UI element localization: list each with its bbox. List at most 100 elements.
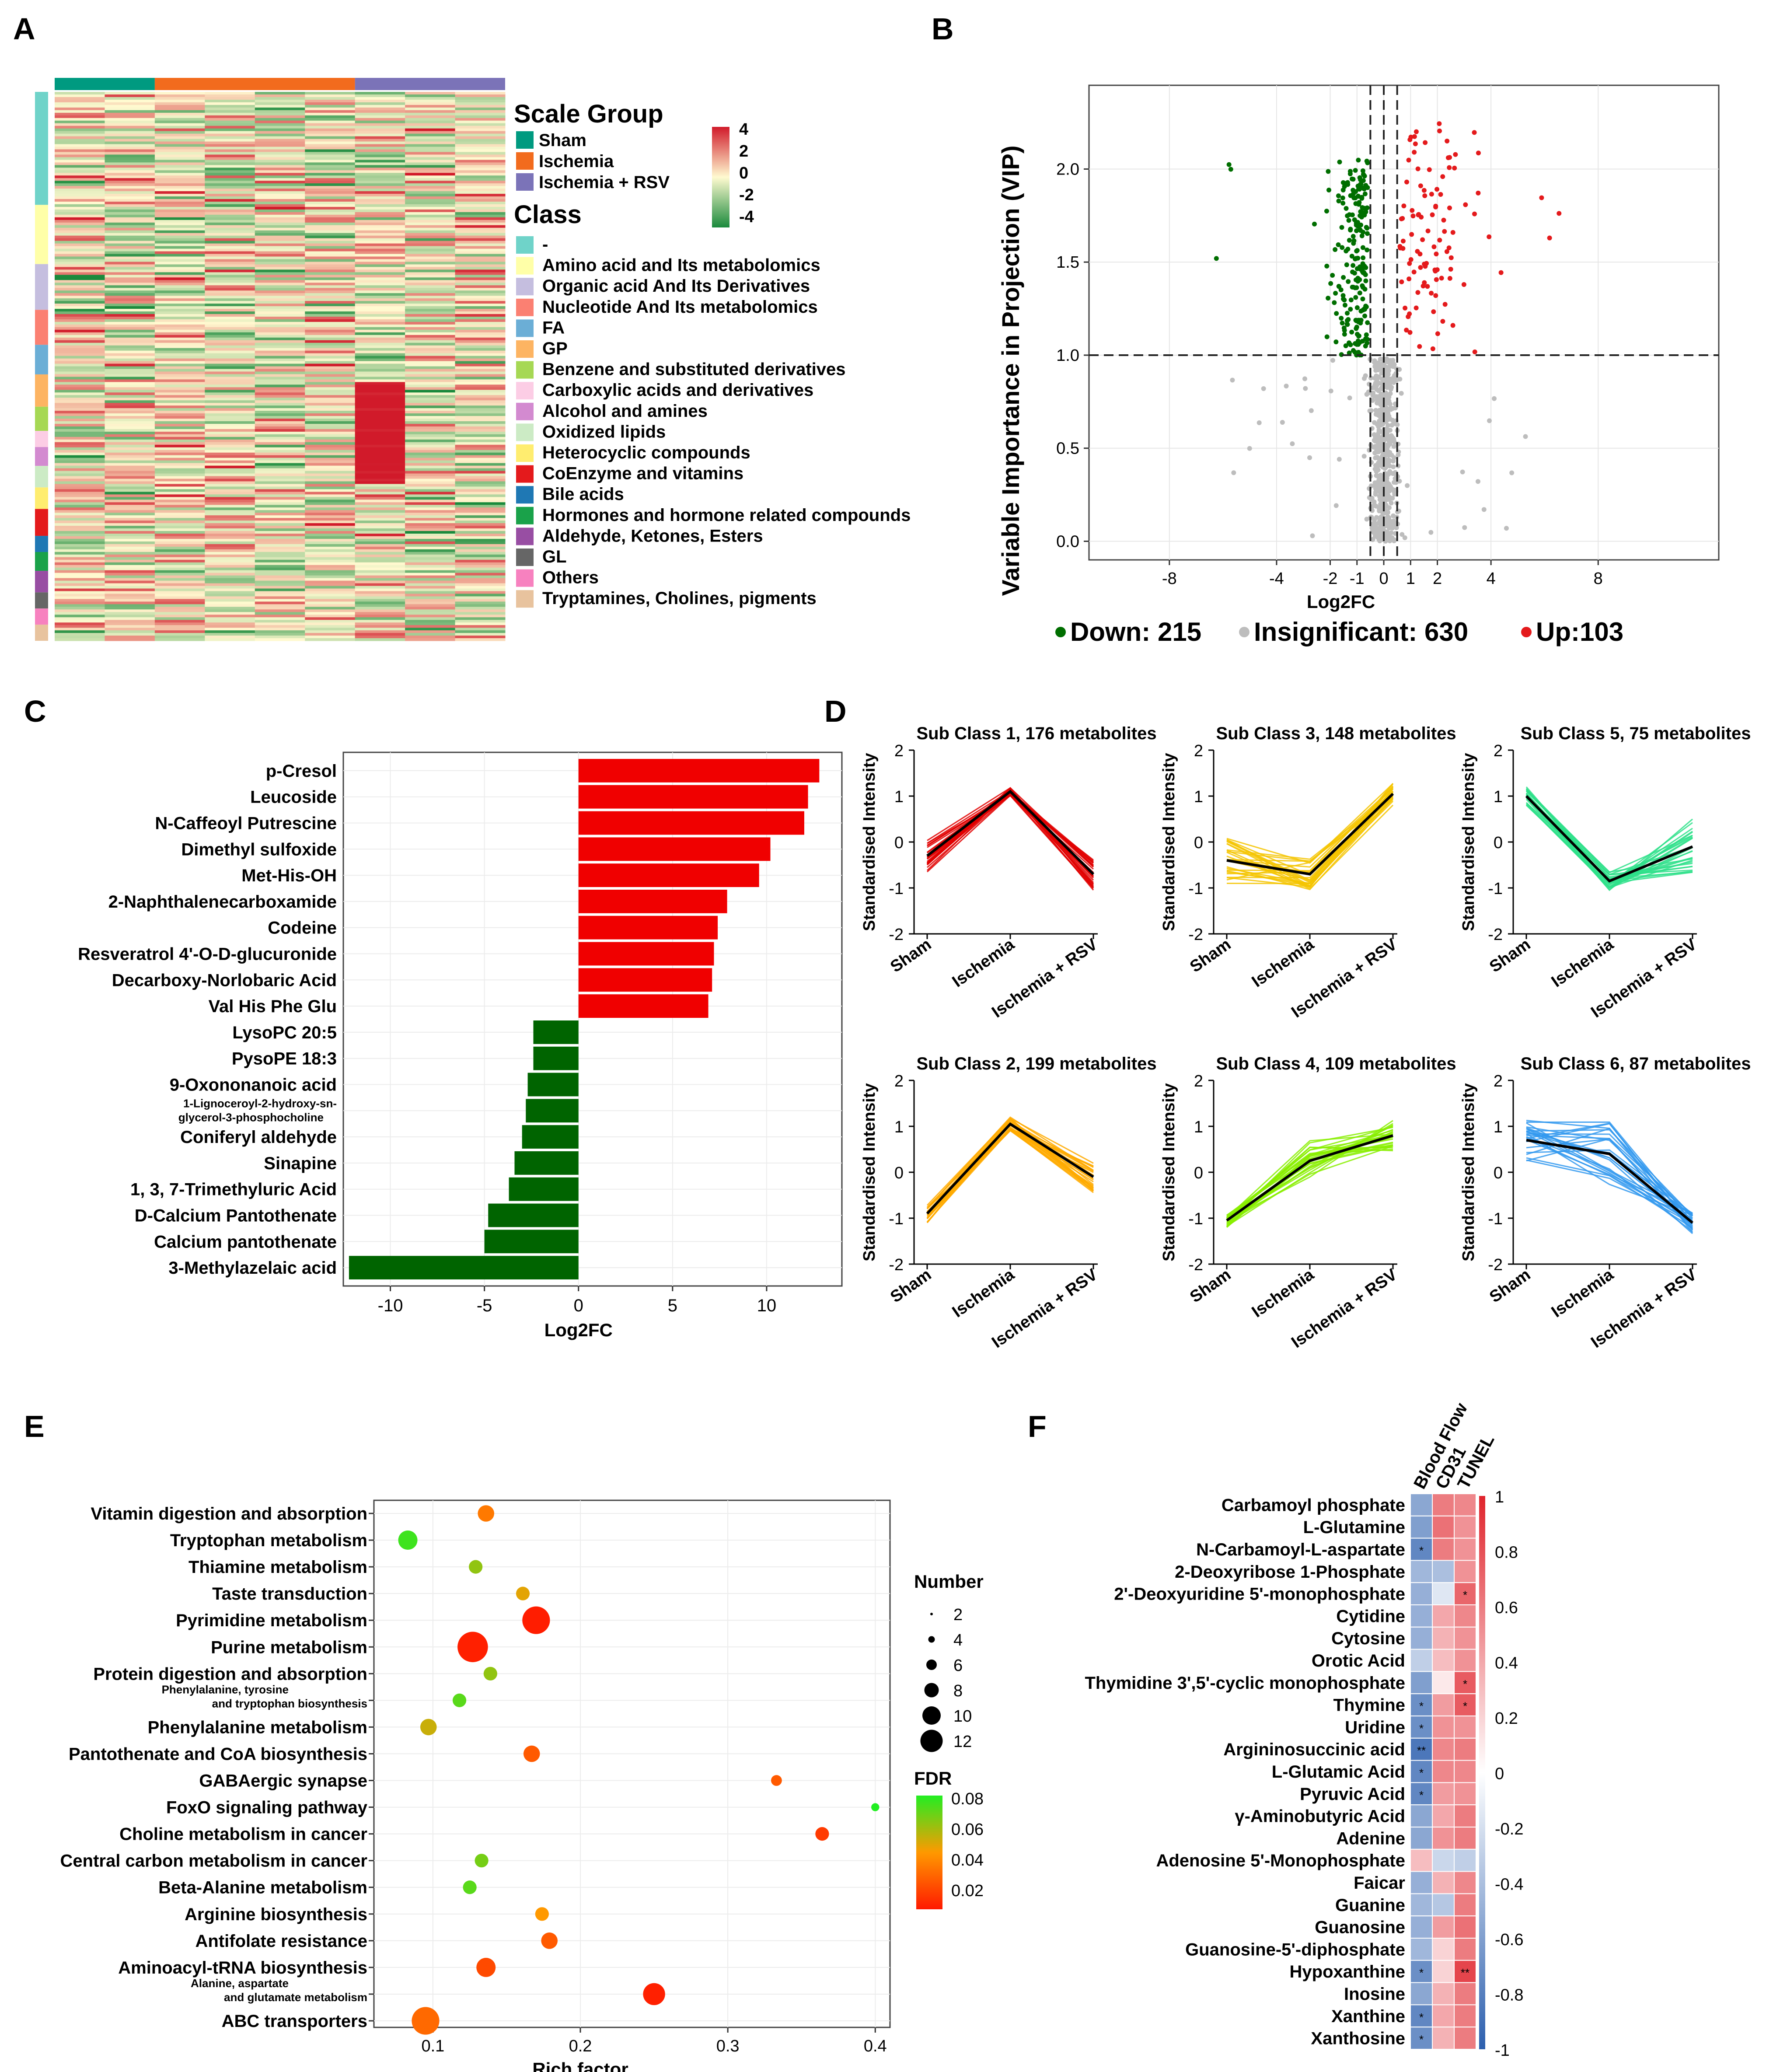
- corr-cell: [1454, 1582, 1476, 1605]
- heat-cell: [405, 296, 456, 299]
- heat-cell: [405, 238, 456, 241]
- heat-cell: [355, 332, 405, 335]
- heat-cell: [405, 486, 456, 489]
- heat-cell: [55, 238, 105, 241]
- row-label: Faicar: [1354, 1873, 1405, 1893]
- heat-cell: [55, 390, 105, 393]
- point-up: [1414, 305, 1419, 311]
- corr-scale-tick: 0.6: [1495, 1599, 1518, 1617]
- heat-cell: [405, 332, 456, 335]
- heat-cell: [305, 484, 356, 487]
- heat-cell: [105, 264, 155, 267]
- point-down: [1365, 320, 1370, 325]
- heat-cell: [305, 549, 356, 552]
- heat-cell: [154, 126, 205, 129]
- scale-tick: -4: [739, 208, 754, 226]
- heat-cell: [255, 358, 305, 362]
- heat-cell: [205, 296, 255, 299]
- heat-cell: [255, 377, 305, 380]
- heat-cell: [205, 486, 255, 489]
- heat-cell: [455, 559, 506, 563]
- heat-cell: [455, 123, 506, 126]
- heat-cell: [455, 160, 506, 163]
- heat-cell: [405, 442, 456, 445]
- heat-cell: [355, 149, 405, 152]
- heat-cell: [154, 486, 205, 489]
- heat-cell: [154, 423, 205, 427]
- point-insignificant: [1509, 470, 1515, 475]
- heat-cell: [255, 222, 305, 226]
- heat-cell: [205, 235, 255, 239]
- heat-cell: [305, 314, 356, 317]
- heat-cell: [405, 620, 456, 623]
- heat-cell: [55, 254, 105, 257]
- heat-cell: [55, 199, 105, 202]
- heat-cell: [105, 345, 155, 349]
- heat-cell: [205, 324, 255, 328]
- heat-cell: [405, 321, 456, 325]
- heat-cell: [55, 591, 105, 594]
- legend-label-0: Down: 215: [1070, 617, 1201, 646]
- point-insignificant: [1386, 532, 1391, 537]
- heat-cell: [355, 638, 405, 641]
- heat-cell: [105, 168, 155, 171]
- heat-cell: [305, 544, 356, 547]
- heat-cell: [255, 531, 305, 534]
- point-down: [1228, 167, 1233, 172]
- heat-cell: [455, 552, 506, 555]
- heat-cell: [55, 492, 105, 495]
- point-up: [1403, 305, 1408, 311]
- point-insignificant: [1373, 492, 1378, 497]
- heat-cell: [154, 596, 205, 599]
- point-up: [1476, 190, 1481, 196]
- heat-cell: [455, 505, 506, 508]
- heat-cell: [154, 481, 205, 484]
- heat-cell: [355, 612, 405, 615]
- heat-cell: [154, 452, 205, 456]
- heat-cell: [105, 110, 155, 113]
- heat-cell: [154, 489, 205, 492]
- point-down: [1341, 325, 1347, 331]
- y-tick-label: -2: [1188, 926, 1203, 944]
- heat-cell: [55, 455, 105, 458]
- heat-cell: [255, 596, 305, 599]
- point-down: [1340, 320, 1345, 325]
- heat-cell: [55, 567, 105, 571]
- heat-cell: [154, 251, 205, 255]
- group-bar-0: [55, 78, 155, 90]
- heat-cell: [55, 235, 105, 239]
- heat-cell: [305, 102, 356, 105]
- heat-cell: [355, 494, 405, 497]
- heat-cell: [105, 92, 155, 95]
- heat-cell: [305, 531, 356, 534]
- category-label: 1, 3, 7-Trimethyluric Acid: [130, 1180, 337, 1199]
- point-down: [1333, 290, 1338, 296]
- heat-cell: [405, 494, 456, 497]
- heat-cell: [455, 269, 506, 273]
- heat-cell: [105, 505, 155, 508]
- heat-cell: [405, 337, 456, 341]
- significance-star: *: [1419, 1766, 1424, 1779]
- heat-cell: [255, 507, 305, 510]
- heat-cell: [205, 277, 255, 280]
- heat-cell: [355, 559, 405, 563]
- corr-cell: [1410, 2027, 1433, 2050]
- heat-cell: [154, 492, 205, 495]
- class-label-4: FA: [542, 318, 565, 337]
- point-insignificant: [1378, 356, 1383, 362]
- heat-cell: [405, 565, 456, 568]
- member-line: [1525, 799, 1693, 890]
- point-down: [1365, 160, 1370, 165]
- point-down: [1365, 205, 1370, 210]
- point-down: [1340, 201, 1346, 206]
- heat-cell: [255, 465, 305, 469]
- heat-cell: [105, 507, 155, 510]
- heat-cell: [355, 463, 405, 466]
- heat-cell: [455, 565, 506, 568]
- heat-cell: [455, 342, 506, 346]
- group-label-0: Sham: [539, 131, 586, 150]
- heat-cell: [455, 426, 506, 430]
- heat-cell: [154, 379, 205, 382]
- bubble: [516, 1586, 530, 1600]
- point-up: [1547, 235, 1552, 241]
